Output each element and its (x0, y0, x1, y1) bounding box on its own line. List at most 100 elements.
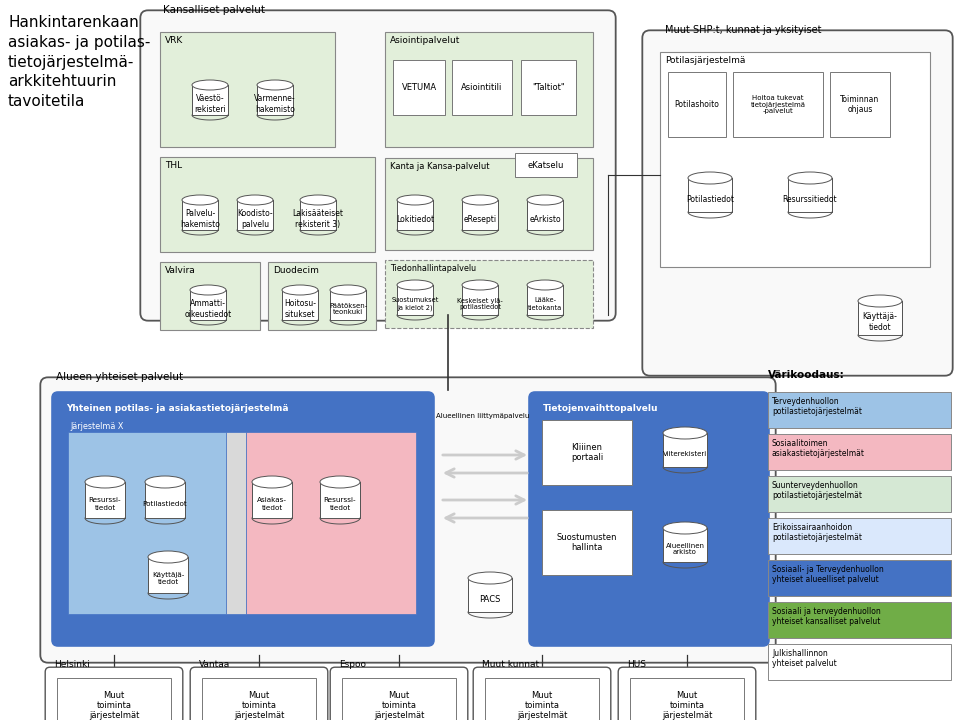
Ellipse shape (85, 476, 125, 488)
Text: VETUMA: VETUMA (401, 83, 437, 92)
Bar (768, 602, 951, 638)
Bar (148, 557, 188, 593)
Text: Muut
toiminta
järjestelmät: Muut toiminta järjestelmät (661, 690, 712, 720)
Text: Ammatti-
oikeustiedot: Ammatti- oikeustiedot (184, 300, 231, 319)
Text: Lakisääteiset
rekisterit 3): Lakisääteiset rekisterit 3) (293, 210, 344, 229)
Bar (385, 260, 593, 328)
Bar (342, 678, 456, 720)
Ellipse shape (182, 195, 218, 205)
Text: Palvelu-
hakemisto: Palvelu- hakemisto (180, 210, 220, 229)
Text: Muut
toiminta
järjestelmät: Muut toiminta järjestelmät (89, 690, 139, 720)
Bar (257, 85, 293, 115)
Ellipse shape (663, 522, 707, 534)
Text: eKatselu: eKatselu (528, 161, 564, 169)
FancyBboxPatch shape (330, 667, 468, 720)
Text: Toiminnan
ohjaus: Toiminnan ohjaus (840, 95, 879, 114)
Text: PACS: PACS (479, 595, 501, 603)
Ellipse shape (397, 195, 433, 205)
Bar (663, 528, 707, 562)
Text: Muut SHP:t, kunnat ja yksityiset: Muut SHP:t, kunnat ja yksityiset (665, 25, 822, 35)
Text: Hankintarenkaan
asiakas- ja potilas-
tietojärjestelmä-
arkkitehtuurin
tavoitetil: Hankintarenkaan asiakas- ja potilas- tie… (8, 15, 151, 109)
Text: Tietojenvaihttopalvelu: Tietojenvaihttopalvelu (543, 404, 659, 413)
Bar (485, 678, 599, 720)
Text: Muut
toiminta
järjestelmät: Muut toiminta järjestelmät (234, 690, 284, 720)
Text: Käyttäjä-
tiedot: Käyttäjä- tiedot (152, 572, 184, 585)
Text: Muut
toiminta
järjestelmät: Muut toiminta järjestelmät (516, 690, 567, 720)
Bar (68, 432, 226, 614)
Text: Asiakas-
tiedot: Asiakas- tiedot (257, 498, 287, 510)
Text: HUS: HUS (627, 660, 646, 669)
Text: VRK: VRK (165, 36, 183, 45)
Bar (160, 157, 375, 252)
Text: Sosiaali ja terveydenhuollon
yhteiset kansalliset palvelut: Sosiaali ja terveydenhuollon yhteiset ka… (772, 607, 880, 626)
Bar (688, 178, 732, 212)
Bar (527, 285, 563, 315)
Text: Valvira: Valvira (165, 266, 196, 275)
Bar (515, 153, 577, 177)
Text: Muut
toiminta
järjestelmät: Muut toiminta järjestelmät (373, 690, 424, 720)
Bar (237, 200, 273, 230)
Bar (660, 52, 930, 267)
Text: Yhteinen potilas- ja asiakastietojärjestelmä: Yhteinen potilas- ja asiakastietojärjest… (66, 404, 289, 413)
Ellipse shape (237, 195, 273, 205)
FancyBboxPatch shape (529, 392, 769, 646)
Bar (182, 200, 218, 230)
Text: Muut kunnat: Muut kunnat (482, 660, 540, 669)
Ellipse shape (252, 476, 292, 488)
Text: Potilashoito: Potilashoito (675, 100, 719, 109)
Ellipse shape (688, 172, 732, 184)
Ellipse shape (462, 280, 498, 290)
Bar (768, 434, 951, 470)
Bar (668, 72, 726, 137)
Ellipse shape (320, 476, 360, 488)
Bar (202, 678, 316, 720)
Text: Kanta ja Kansa-palvelut: Kanta ja Kansa-palvelut (390, 162, 490, 171)
Text: Terveydenhuollon
potilastietojärjestelmät: Terveydenhuollon potilastietojärjestelmä… (772, 397, 862, 416)
Bar (385, 158, 593, 250)
Ellipse shape (397, 280, 433, 290)
Text: Potilastiedot: Potilastiedot (143, 501, 187, 507)
Text: THL: THL (165, 161, 182, 170)
Text: Resurssitiedot: Resurssitiedot (782, 194, 837, 204)
Ellipse shape (148, 551, 188, 563)
Text: Potilasjärjestelmä: Potilasjärjestelmä (665, 56, 745, 65)
Text: Vantaa: Vantaa (199, 660, 230, 669)
Text: Hoitosu-
situkset: Hoitosu- situkset (284, 300, 316, 319)
Text: Viiterekisteri: Viiterekisteri (662, 451, 708, 457)
Bar (190, 290, 226, 320)
Text: Hoitoa tukevat
tietojärjestelmä
-palvelut: Hoitoa tukevat tietojärjestelmä -palvelu… (751, 94, 805, 114)
Bar (452, 60, 512, 115)
Text: Asiointitili: Asiointitili (462, 83, 503, 92)
Text: Alueellinen
arkisto: Alueellinen arkisto (665, 542, 705, 556)
Bar (57, 678, 171, 720)
Bar (252, 482, 292, 518)
Ellipse shape (300, 195, 336, 205)
Text: Järjestelmä X: Järjestelmä X (70, 422, 124, 431)
Ellipse shape (257, 80, 293, 90)
FancyBboxPatch shape (52, 392, 434, 646)
Bar (397, 285, 433, 315)
Text: Suostumusten
hallinta: Suostumusten hallinta (557, 533, 617, 552)
Bar (768, 644, 951, 680)
Text: Espoo: Espoo (339, 660, 366, 669)
FancyBboxPatch shape (40, 377, 776, 662)
Text: eArkisto: eArkisto (529, 215, 561, 223)
Text: Sosiaalitoimen
asiakastietojärjestelmät: Sosiaalitoimen asiakastietojärjestelmät (772, 439, 865, 459)
Bar (542, 420, 632, 485)
Text: Julkishallinnon
yhteiset palvelut: Julkishallinnon yhteiset palvelut (772, 649, 837, 668)
Bar (542, 510, 632, 575)
Bar (830, 72, 890, 137)
Bar (521, 60, 576, 115)
Ellipse shape (858, 295, 902, 307)
Text: Koodisto-
palvelu: Koodisto- palvelu (237, 210, 273, 229)
Ellipse shape (788, 172, 832, 184)
FancyBboxPatch shape (618, 667, 756, 720)
Bar (160, 262, 260, 330)
Text: Lääke-
tietokanta: Lääke- tietokanta (528, 297, 563, 310)
Text: Asiointipalvelut: Asiointipalvelut (390, 36, 461, 45)
Text: Alueellinen liittymäpalvelu: Alueellinen liittymäpalvelu (436, 413, 529, 419)
Text: Väestö-
rekisteri: Väestö- rekisteri (194, 94, 226, 114)
Text: Resurssi-
tiedot: Resurssi- tiedot (324, 498, 356, 510)
Bar (468, 578, 512, 612)
FancyBboxPatch shape (140, 10, 615, 320)
